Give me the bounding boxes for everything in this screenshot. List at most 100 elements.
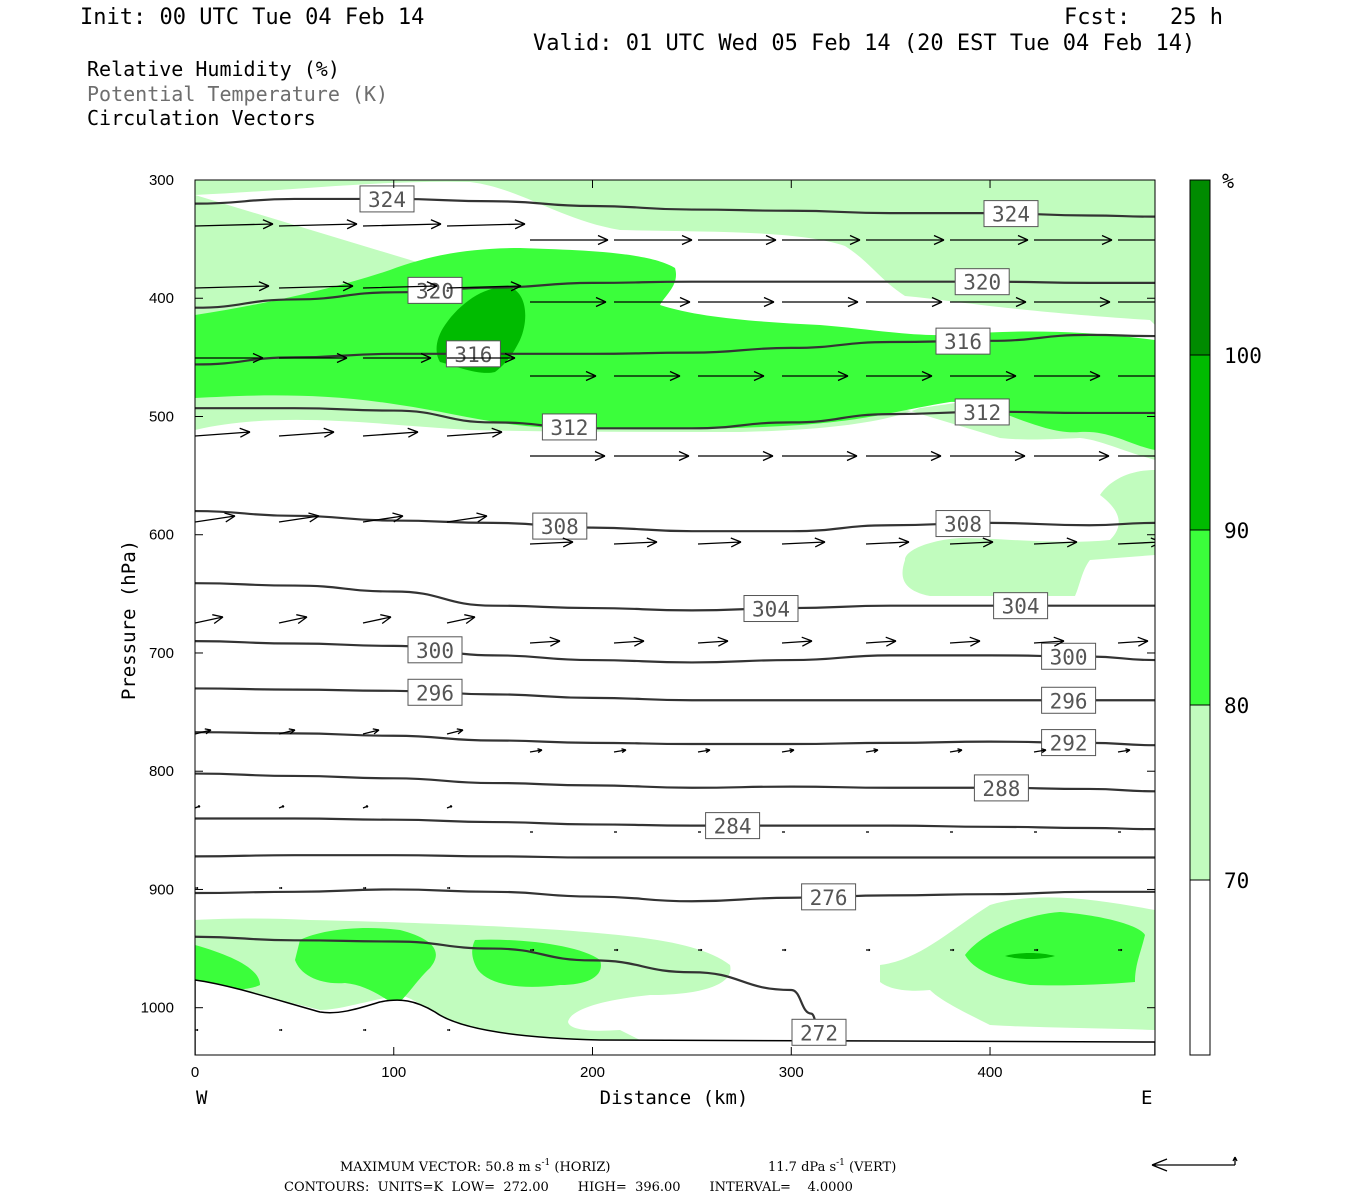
circulation-vector: [530, 948, 535, 952]
x-axis-east-label: E: [1141, 1087, 1152, 1109]
y-tick-label: 900: [149, 881, 174, 898]
svg-text:300: 300: [416, 639, 454, 663]
circulation-vector: [781, 748, 795, 754]
theta-label-304: 304: [743, 595, 799, 623]
circulation-vector: [950, 296, 1027, 308]
circulation-vector: [362, 728, 380, 735]
theta-label-296: 296: [407, 678, 463, 706]
theta-contour-292: [195, 731, 1155, 747]
svg-text:316: 316: [944, 330, 982, 354]
theta-label-308: 308: [935, 510, 991, 538]
circulation-vector: [1118, 375, 1155, 377]
circulation-vector: [949, 537, 994, 548]
theta-contour-300: [195, 640, 1155, 664]
x-tick-label: 400: [978, 1064, 1003, 1081]
theta-contour-272: [195, 935, 822, 1039]
theta-label-316: 316: [445, 340, 501, 368]
rh-70-80-region-lower: [195, 897, 1155, 1040]
colorbar-band-90: [1190, 355, 1210, 530]
rh-colorbar: % 100 90 80 70: [1189, 169, 1262, 1056]
circulation-vector: [195, 614, 224, 625]
rh-90-100-region-lower: [1005, 953, 1055, 959]
colorbar-label-90: 90: [1224, 519, 1249, 543]
theta-contour-284: [195, 817, 1155, 831]
circulation-vector: [782, 370, 849, 382]
circulation-vector: [279, 886, 283, 890]
circulation-vector: [529, 748, 543, 754]
circulation-vector: [363, 886, 367, 890]
circulation-vector: [363, 1028, 367, 1032]
circulation-vector: [446, 728, 464, 735]
circulation-vector: [1034, 370, 1101, 382]
theta-label-312: 312: [541, 413, 597, 441]
theta-label-292: 292: [1041, 729, 1097, 757]
circulation-vector: [446, 805, 453, 809]
theta-label-316: 316: [935, 327, 991, 355]
circulation-vector: [529, 636, 561, 647]
circulation-vector: [1117, 636, 1149, 647]
terrain: [195, 979, 1155, 1055]
y-tick-label: 700: [149, 645, 174, 662]
circulation-vector: [697, 748, 711, 754]
circulation-vector: [529, 537, 574, 548]
circulation-vector: [613, 537, 658, 548]
circulation-vector: [1034, 296, 1111, 308]
svg-text:288: 288: [982, 777, 1020, 801]
circulation-vector: [530, 234, 609, 246]
circulation-vector: [698, 450, 774, 462]
circulation-vector: [363, 352, 432, 364]
x-axis-label: Distance (km): [600, 1087, 749, 1109]
circulation-vector: [866, 450, 942, 462]
x-tick-label: 0: [191, 1064, 199, 1081]
theta-contour-308: [195, 509, 1155, 533]
circulation-vector: [362, 219, 442, 230]
circulation-vector: [950, 370, 1017, 382]
colorbar-label-70: 70: [1224, 869, 1249, 893]
circulation-vector: [698, 234, 777, 246]
circulation-vector: [613, 748, 627, 754]
circulation-vector: [1117, 537, 1155, 548]
svg-text:320: 320: [416, 279, 454, 303]
reference-vector-icon: [1151, 1156, 1238, 1172]
theta-label-324: 324: [983, 200, 1039, 228]
theta-label-320: 320: [407, 276, 463, 304]
circulation-vector: [446, 219, 526, 230]
circulation-vector: [530, 370, 597, 382]
svg-text:296: 296: [1050, 689, 1088, 713]
colorbar-unit: %: [1222, 169, 1234, 193]
forecast-hour: Fcst: 25 h: [1064, 5, 1223, 30]
circulation-vector: [1117, 748, 1131, 754]
circulation-vector: [782, 948, 787, 952]
circulation-vector: [781, 636, 813, 647]
circulation-vector: [614, 370, 681, 382]
theta-label-276: 276: [801, 883, 857, 911]
svg-text:308: 308: [944, 513, 982, 537]
circulation-vector: [698, 370, 765, 382]
circulation-vector: [530, 296, 607, 308]
rh-80-90-region-lower-3: [472, 939, 601, 987]
footer-max-vector: MAXIMUM VECTOR: 50.8 m s-1 (HORIZ): [340, 1158, 611, 1175]
circulation-vector: [949, 748, 963, 754]
svg-text:324: 324: [368, 188, 406, 212]
circulation-vector: [1034, 450, 1110, 462]
theta-label-320: 320: [954, 268, 1010, 296]
colorbar-band-70: [1190, 705, 1210, 880]
init-time: Init: 00 UTC Tue 04 Feb 14: [80, 5, 425, 30]
circulation-vector: [195, 219, 274, 230]
circulation-vector: [278, 512, 320, 523]
svg-text:312: 312: [550, 416, 588, 440]
circulation-vector: [1118, 455, 1155, 457]
footer-contours: CONTOURS: UNITS=K LOW= 272.00 HIGH= 396.…: [284, 1180, 853, 1195]
circulation-vector: [781, 537, 826, 548]
x-tick-label: 100: [381, 1064, 406, 1081]
circulation-vector: [866, 296, 943, 308]
theta-label-272: 272: [791, 1018, 847, 1046]
circulation-vector: [614, 234, 693, 246]
svg-text:308: 308: [541, 515, 579, 539]
circulation-vector: [1033, 748, 1047, 754]
theta-contour-320: [195, 280, 1155, 309]
circulation-vector: [362, 427, 419, 438]
theta-label-300: 300: [1041, 642, 1097, 670]
x-tick-label: 200: [580, 1064, 605, 1081]
circulation-vectors: [195, 219, 1155, 1032]
